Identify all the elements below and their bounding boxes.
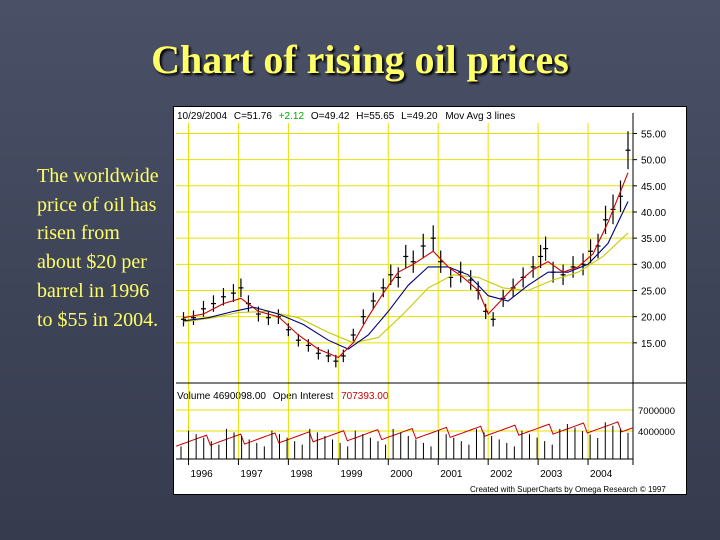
oil-price-chart: 10/29/2004 C=51.76 +2.12 O=49.42 H=55.65…: [173, 106, 687, 495]
chart-svg: 10/29/2004 C=51.76 +2.12 O=49.42 H=55.65…: [175, 111, 686, 494]
header-close: C=51.76: [234, 111, 273, 122]
open-interest-value: 707393.00: [341, 391, 389, 402]
slide-title: Chart of rising oil prices: [151, 37, 569, 82]
volume-label: Volume 4690098.00: [177, 391, 266, 402]
y-tick-label: 25.00: [641, 286, 666, 297]
x-tick-label: 1999: [340, 469, 363, 480]
x-tick-label: 2000: [390, 469, 413, 480]
y-tick-label: 40.00: [641, 208, 666, 219]
header-low: L=49.20: [401, 111, 438, 122]
volume-tick-label: 4000000: [638, 427, 675, 438]
y-tick-label: 30.00: [641, 260, 666, 271]
svg-text:Volume 4690098.00 Open: Volume 4690098.00 Open Interest 707393.0…: [177, 391, 389, 402]
chart-credit: Created with SuperCharts by Omega Resear…: [470, 485, 666, 494]
volume-tick-label: 7000000: [638, 406, 675, 417]
slide-body-text: The worldwide price of oil has risen fro…: [37, 165, 159, 331]
x-tick-label: 1997: [240, 469, 263, 480]
y-tick-label: 20.00: [641, 313, 666, 324]
y-tick-label: 35.00: [641, 234, 666, 245]
header-high: H=55.65: [356, 111, 395, 122]
header-open: O=49.42: [311, 111, 350, 122]
svg-text:10/29/2004 C=51.76: 10/29/2004 C=51.76 +2.12 O=49.42 H=55.65…: [177, 111, 515, 122]
x-tick-label: 2001: [440, 469, 463, 480]
y-tick-label: 45.00: [641, 182, 666, 193]
x-tick-label: 2003: [540, 469, 563, 480]
open-interest-label: Open Interest: [273, 391, 334, 402]
y-tick-label: 15.00: [641, 339, 666, 350]
header-change: +2.12: [279, 111, 305, 122]
x-tick-label: 1996: [190, 469, 213, 480]
header-date: 10/29/2004: [177, 111, 227, 122]
y-tick-label: 55.00: [641, 129, 666, 140]
ma-fast-line: [183, 172, 629, 359]
ma-slow-line: [183, 232, 629, 344]
x-tick-label: 1998: [290, 469, 313, 480]
header-mov-avg: Mov Avg 3 lines: [445, 111, 515, 122]
x-tick-label: 2004: [590, 469, 613, 480]
open-interest-line: [175, 421, 634, 447]
x-tick-label: 2002: [490, 469, 513, 480]
ma-mid-line: [183, 201, 629, 350]
y-tick-label: 50.00: [641, 156, 666, 167]
